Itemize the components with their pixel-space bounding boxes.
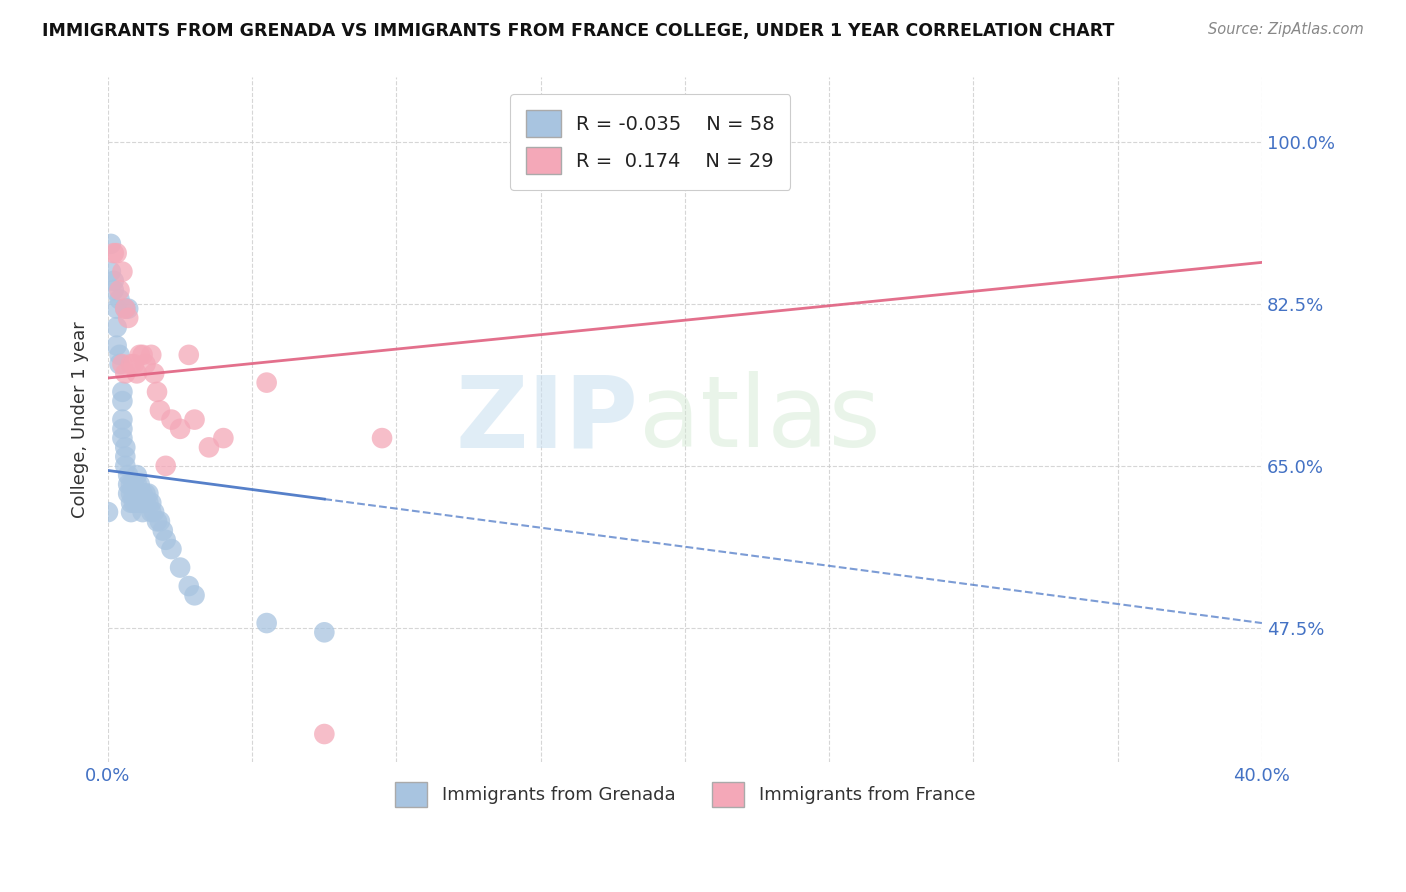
Point xyxy=(122,496,145,510)
Point xyxy=(149,403,172,417)
Point xyxy=(125,496,148,510)
Point xyxy=(143,367,166,381)
Point xyxy=(122,486,145,500)
Point xyxy=(105,246,128,260)
Point xyxy=(120,496,142,510)
Point xyxy=(155,533,177,547)
Point xyxy=(128,496,150,510)
Point xyxy=(198,441,221,455)
Point xyxy=(155,458,177,473)
Point xyxy=(97,505,120,519)
Point xyxy=(111,384,134,399)
Point xyxy=(256,376,278,390)
Point xyxy=(111,394,134,409)
Point xyxy=(108,283,131,297)
Point xyxy=(183,412,205,426)
Point xyxy=(371,431,394,445)
Point xyxy=(256,615,278,630)
Legend: Immigrants from Grenada, Immigrants from France: Immigrants from Grenada, Immigrants from… xyxy=(388,774,983,814)
Point xyxy=(120,477,142,491)
Point xyxy=(138,486,160,500)
Point xyxy=(125,477,148,491)
Point xyxy=(134,486,156,500)
Point xyxy=(160,412,183,426)
Point xyxy=(111,357,134,371)
Point xyxy=(152,524,174,538)
Point xyxy=(108,348,131,362)
Point xyxy=(138,496,160,510)
Point xyxy=(143,505,166,519)
Point xyxy=(120,357,142,371)
Point xyxy=(122,357,145,371)
Point xyxy=(114,450,136,464)
Point xyxy=(134,357,156,371)
Point xyxy=(111,431,134,445)
Point xyxy=(314,727,336,741)
Point xyxy=(128,477,150,491)
Text: Source: ZipAtlas.com: Source: ZipAtlas.com xyxy=(1208,22,1364,37)
Point xyxy=(100,236,122,251)
Point xyxy=(128,486,150,500)
Point xyxy=(103,274,125,288)
Point xyxy=(117,468,139,483)
Point xyxy=(120,505,142,519)
Point xyxy=(149,514,172,528)
Point xyxy=(131,496,153,510)
Point xyxy=(131,505,153,519)
Point xyxy=(105,320,128,334)
Point xyxy=(111,412,134,426)
Point xyxy=(114,301,136,316)
Point xyxy=(146,384,169,399)
Point xyxy=(103,246,125,260)
Point xyxy=(117,477,139,491)
Text: atlas: atlas xyxy=(638,371,880,468)
Point xyxy=(169,560,191,574)
Point xyxy=(160,542,183,557)
Point xyxy=(122,477,145,491)
Point xyxy=(212,431,235,445)
Point xyxy=(314,625,336,640)
Point xyxy=(141,348,163,362)
Point xyxy=(177,579,200,593)
Point xyxy=(114,367,136,381)
Point xyxy=(125,367,148,381)
Y-axis label: College, Under 1 year: College, Under 1 year xyxy=(72,321,89,518)
Point xyxy=(108,357,131,371)
Point xyxy=(169,422,191,436)
Point xyxy=(117,486,139,500)
Point xyxy=(111,422,134,436)
Point xyxy=(114,301,136,316)
Point xyxy=(114,441,136,455)
Point xyxy=(111,265,134,279)
Point xyxy=(131,348,153,362)
Point xyxy=(114,458,136,473)
Point xyxy=(125,486,148,500)
Point xyxy=(108,293,131,307)
Text: IMMIGRANTS FROM GRENADA VS IMMIGRANTS FROM FRANCE COLLEGE, UNDER 1 YEAR CORRELAT: IMMIGRANTS FROM GRENADA VS IMMIGRANTS FR… xyxy=(42,22,1115,40)
Point xyxy=(177,348,200,362)
Point xyxy=(120,486,142,500)
Point xyxy=(146,514,169,528)
Point xyxy=(141,505,163,519)
Point xyxy=(125,468,148,483)
Point xyxy=(117,310,139,325)
Point xyxy=(105,301,128,316)
Point xyxy=(105,338,128,352)
Text: ZIP: ZIP xyxy=(456,371,638,468)
Point xyxy=(141,496,163,510)
Point xyxy=(673,135,696,149)
Point xyxy=(103,283,125,297)
Point xyxy=(128,348,150,362)
Point xyxy=(117,301,139,316)
Point xyxy=(100,265,122,279)
Point xyxy=(183,588,205,602)
Point xyxy=(131,486,153,500)
Point xyxy=(134,496,156,510)
